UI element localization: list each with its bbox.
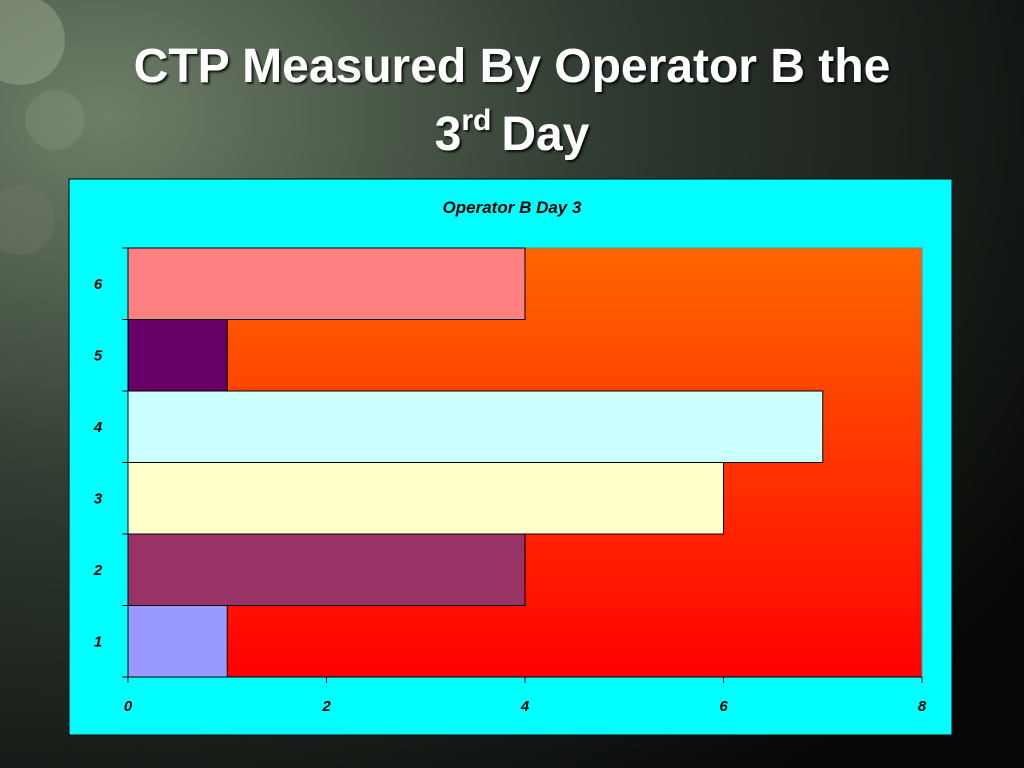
bar bbox=[127, 605, 228, 678]
x-tick-label: 6 bbox=[719, 698, 728, 715]
bar bbox=[127, 462, 724, 535]
x-tick-label: 8 bbox=[918, 698, 927, 715]
x-tick-label: 2 bbox=[321, 698, 331, 715]
y-tick-label: 4 bbox=[93, 419, 103, 436]
y-tick-label: 6 bbox=[94, 276, 103, 293]
x-tick-label: 4 bbox=[520, 698, 530, 715]
slide-title-line2: 3rd Day bbox=[435, 104, 590, 161]
y-tick-label: 5 bbox=[94, 347, 103, 364]
bar bbox=[127, 390, 824, 463]
y-tick-label: 3 bbox=[94, 490, 103, 507]
y-tick-label: 2 bbox=[93, 562, 103, 579]
title-number: 3 bbox=[435, 108, 462, 161]
bar bbox=[127, 247, 526, 320]
chart-title: Operator B Day 3 bbox=[443, 198, 582, 217]
bar bbox=[127, 533, 526, 606]
title-superscript: rd bbox=[461, 104, 491, 137]
x-tick-label: 0 bbox=[124, 698, 133, 715]
title-end: Day bbox=[501, 108, 589, 161]
bar bbox=[127, 319, 228, 392]
y-tick-label: 1 bbox=[94, 633, 102, 650]
decoration bbox=[0, 0, 85, 255]
slide-title: CTP Measured By Operator B the bbox=[134, 40, 891, 93]
